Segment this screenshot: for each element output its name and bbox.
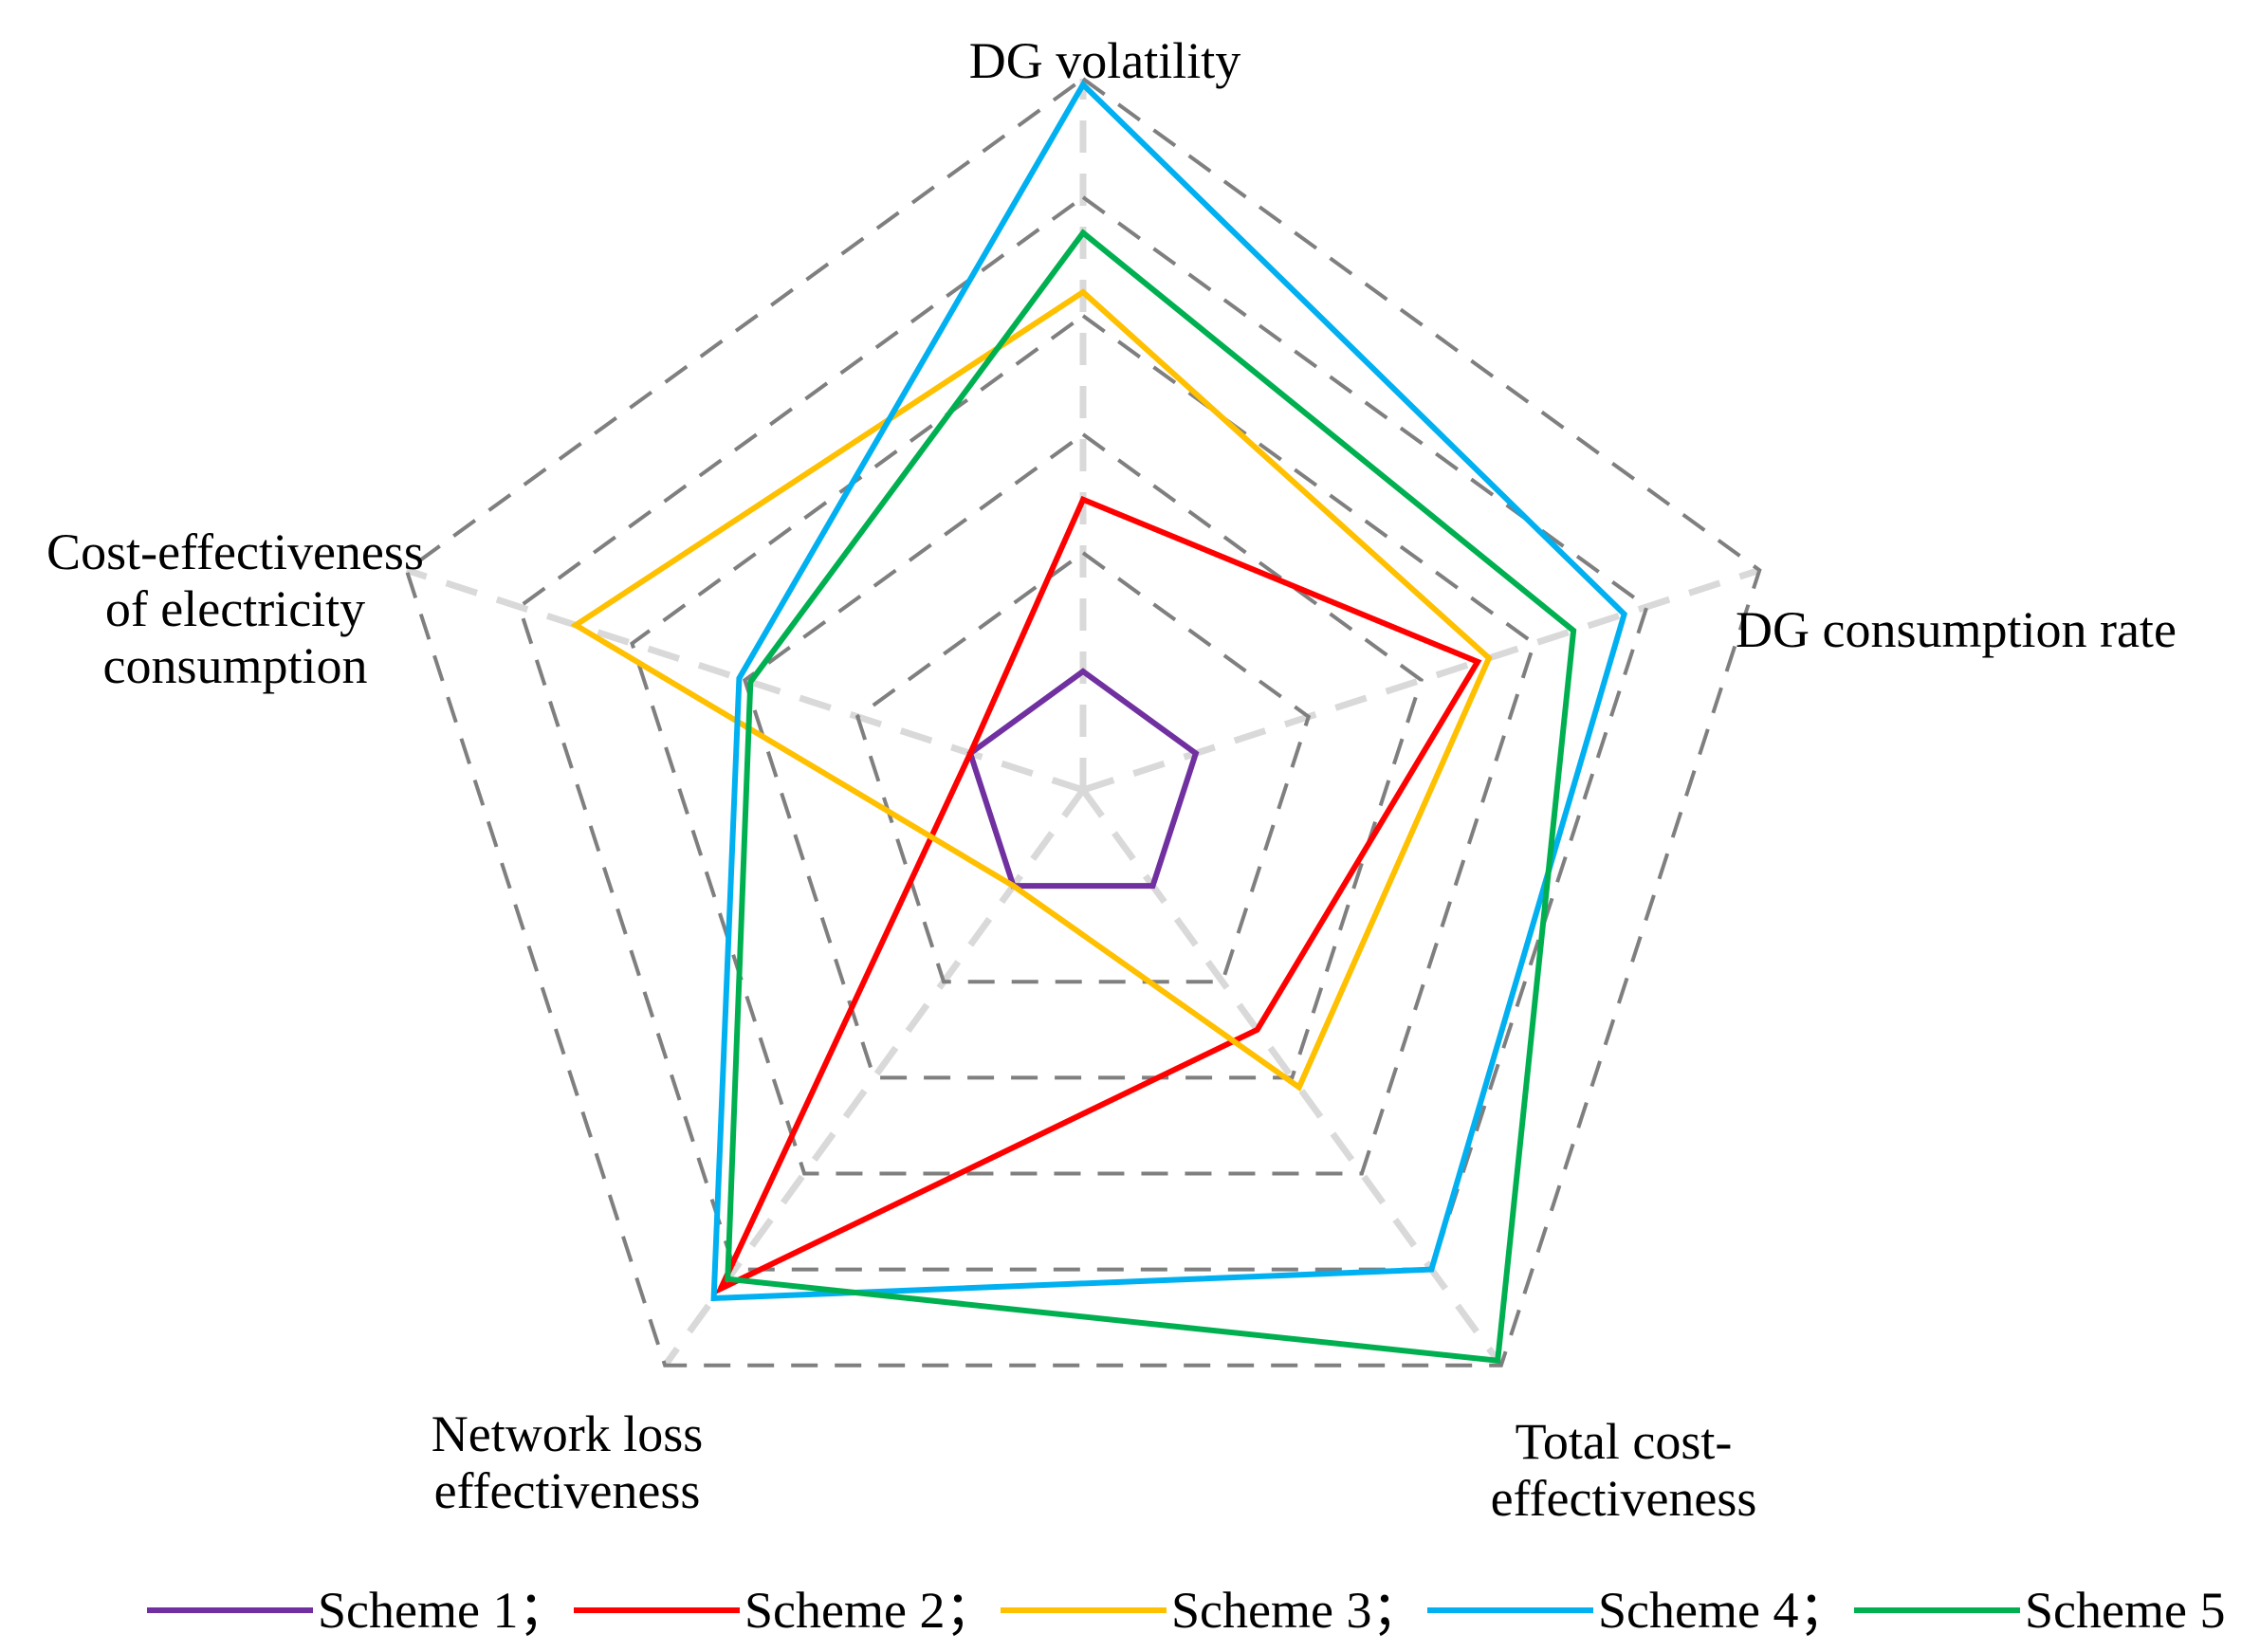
axis-label-total-cost-effectiveness-line-1: Total cost- bbox=[1516, 1413, 1733, 1470]
axis-label-cost-effectiveness-of-electricity-consumption-line-3: consumption bbox=[103, 637, 368, 694]
legend-label-scheme-5: Scheme 5 bbox=[2025, 1582, 2225, 1639]
grid-ring-5 bbox=[517, 194, 1649, 1272]
legend-label-scheme-1: Scheme 1； bbox=[318, 1582, 569, 1639]
legend-label-scheme-4: Scheme 4； bbox=[1598, 1582, 1849, 1639]
series-scheme-3 bbox=[570, 288, 1493, 1092]
axis-label-network-loss-effectiveness-line-1: Network loss bbox=[432, 1405, 703, 1462]
grid-ring-3 bbox=[743, 431, 1424, 1080]
series-layer bbox=[570, 80, 1628, 1365]
series-scheme-2 bbox=[714, 495, 1482, 1295]
grid-layer bbox=[404, 76, 1762, 1367]
axis-label-cost-effectiveness-of-electricity-consumption-line-2: of electricity bbox=[105, 580, 365, 637]
series-scheme-4 bbox=[710, 80, 1628, 1302]
legend: Scheme 1； Scheme 2； Scheme 3； Scheme 4； Sche… bbox=[147, 1582, 2225, 1639]
grid-ring-2 bbox=[854, 550, 1312, 984]
axis-label-dg-volatility-line-1: DG volatility bbox=[969, 32, 1240, 89]
axis-label-network-loss-effectiveness-line-2: effectiveness bbox=[434, 1462, 701, 1519]
axis-label-dg-consumption-rate-line-1: DG consumption rate bbox=[1736, 601, 2177, 658]
axis-label-total-cost-effectiveness-line-2: effectiveness bbox=[1491, 1470, 1757, 1527]
axis-label-layer: DG volatility DG consumption rate Total co… bbox=[46, 32, 2177, 1527]
axis-label-cost-effectiveness-of-electricity-consumption-line-1: Cost-effectiveness bbox=[46, 523, 424, 580]
series-scheme-5 bbox=[725, 229, 1577, 1365]
legend-label-scheme-2: Scheme 2； bbox=[744, 1582, 996, 1639]
grid-ring-4 bbox=[630, 313, 1536, 1176]
legend-label-scheme-3: Scheme 3； bbox=[1171, 1582, 1423, 1639]
series-scheme-1 bbox=[966, 668, 1200, 890]
